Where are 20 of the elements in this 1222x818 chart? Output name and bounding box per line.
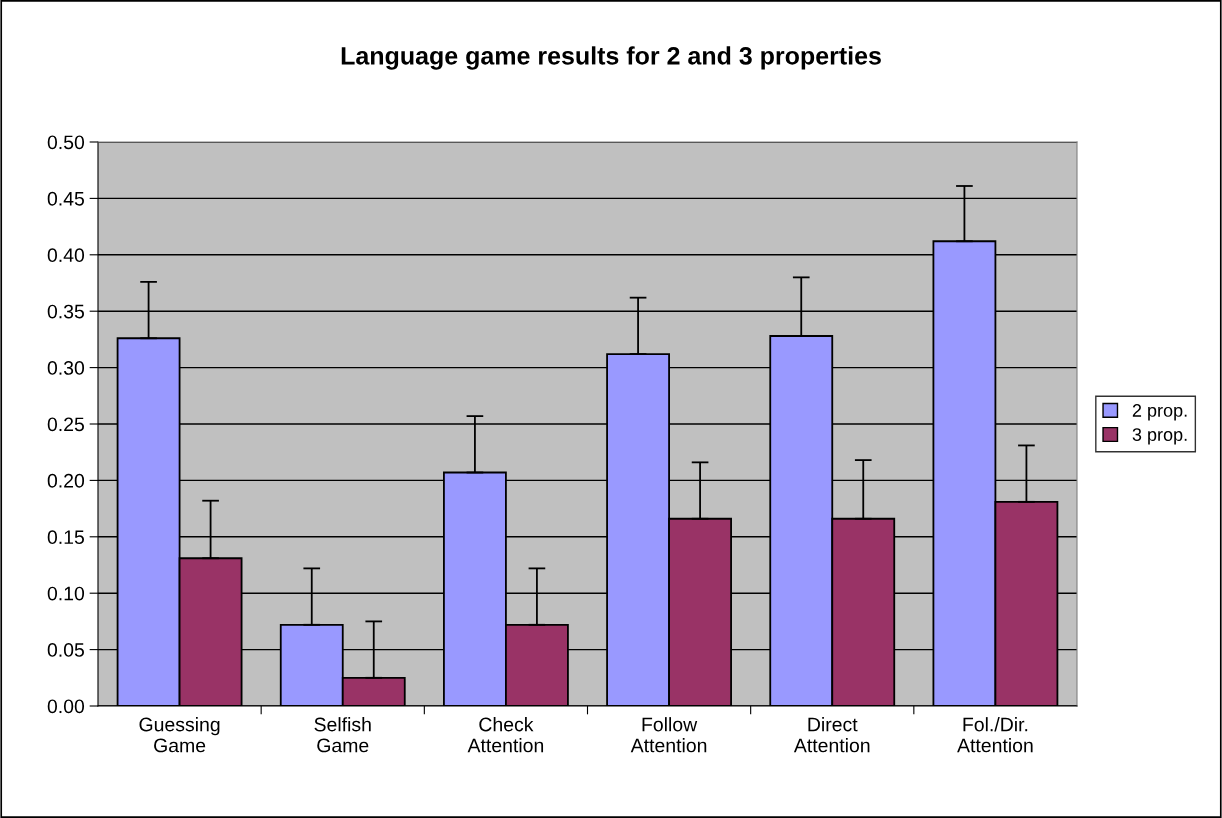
y-tick-label: 0.35: [47, 304, 84, 319]
x-tick-label: Follow Attention: [630, 717, 707, 753]
chart-title: Language game results for 2 and 3 properties: [341, 46, 881, 70]
y-tick-label: 0.05: [47, 643, 84, 657]
y-tick-label: 0.40: [47, 248, 85, 263]
y-tick-label: 0.10: [47, 586, 85, 601]
x-tick-label: Selfish Game: [314, 717, 371, 753]
y-tick-label: 0.50: [47, 135, 85, 150]
y-tick-label: 0.20: [47, 473, 85, 488]
x-tick-label: Direct Attention: [793, 717, 870, 753]
legend-label: 3 prop.: [1132, 428, 1187, 445]
x-tick-label: Fol./Dir. Attention: [957, 717, 1033, 753]
y-tick-label: 0.25: [47, 417, 84, 432]
y-tick-label: 0.00: [47, 699, 85, 714]
x-tick-label: Check Attention: [467, 717, 544, 753]
y-tick-label: 0.30: [47, 361, 85, 375]
x-tick-label: Guessing Game: [139, 717, 220, 753]
legend-label: 2 prop.: [1132, 404, 1187, 421]
y-tick-label: 0.15: [47, 530, 84, 545]
y-tick-label: 0.45: [47, 191, 84, 206]
